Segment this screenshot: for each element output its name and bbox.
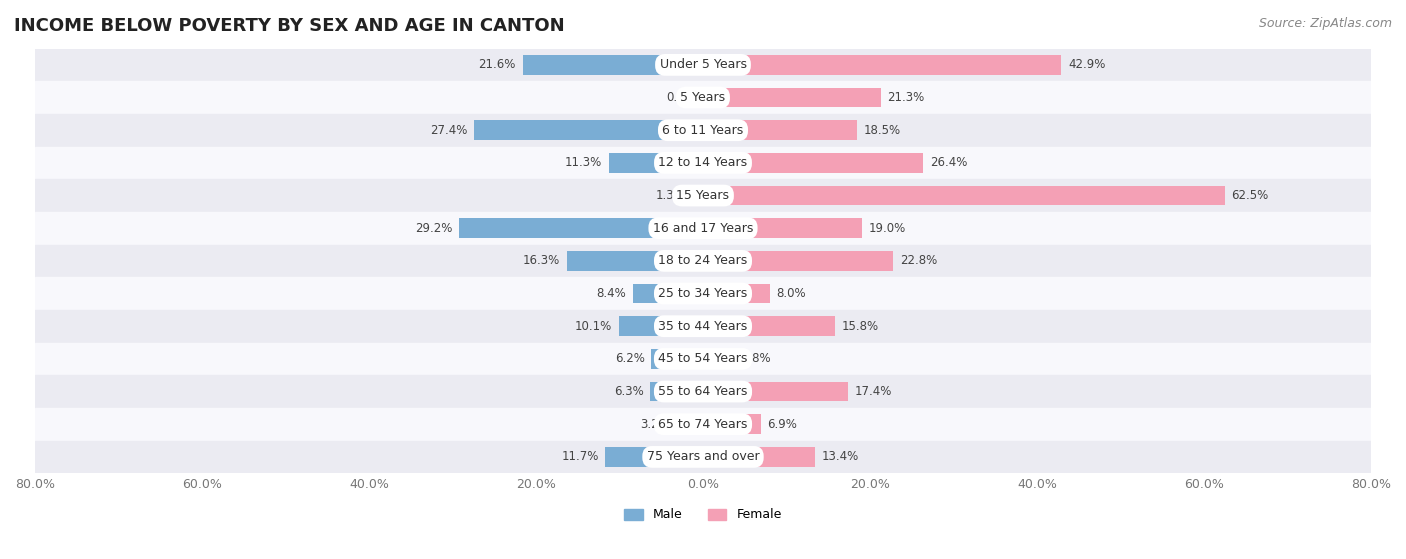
Bar: [35, 81, 1371, 114]
Text: 15 Years: 15 Years: [676, 189, 730, 202]
Bar: [35, 244, 1371, 277]
Bar: [703, 120, 858, 140]
Text: 18 to 24 Years: 18 to 24 Years: [658, 254, 748, 267]
Bar: [703, 186, 1225, 205]
Bar: [619, 316, 703, 336]
Bar: [703, 349, 735, 369]
Text: 55 to 64 Years: 55 to 64 Years: [658, 385, 748, 398]
Text: 10.1%: 10.1%: [575, 320, 612, 333]
Bar: [35, 310, 1371, 343]
Bar: [35, 212, 1371, 244]
Text: 21.3%: 21.3%: [887, 91, 925, 104]
Legend: Male, Female: Male, Female: [619, 504, 787, 527]
Bar: [692, 186, 703, 205]
Bar: [651, 349, 703, 369]
Text: 45 to 54 Years: 45 to 54 Years: [658, 352, 748, 366]
Text: 8.0%: 8.0%: [776, 287, 806, 300]
Text: 62.5%: 62.5%: [1232, 189, 1268, 202]
Text: 8.4%: 8.4%: [596, 287, 626, 300]
Text: 6.9%: 6.9%: [768, 418, 797, 431]
Text: 6.2%: 6.2%: [614, 352, 644, 366]
Bar: [35, 375, 1371, 408]
Text: 3.2%: 3.2%: [640, 418, 669, 431]
Text: 16.3%: 16.3%: [523, 254, 560, 267]
Bar: [703, 251, 893, 271]
Bar: [703, 284, 770, 304]
Bar: [703, 219, 862, 238]
Bar: [35, 49, 1371, 81]
Bar: [703, 153, 924, 173]
Text: 75 Years and over: 75 Years and over: [647, 451, 759, 463]
Text: 19.0%: 19.0%: [869, 222, 905, 235]
Text: 12 to 14 Years: 12 to 14 Years: [658, 157, 748, 169]
Bar: [460, 219, 703, 238]
Bar: [609, 153, 703, 173]
Text: 17.4%: 17.4%: [855, 385, 893, 398]
Text: Under 5 Years: Under 5 Years: [659, 58, 747, 72]
Bar: [703, 316, 835, 336]
Text: 18.5%: 18.5%: [865, 124, 901, 137]
Bar: [703, 382, 848, 401]
Bar: [606, 447, 703, 467]
Text: 6.3%: 6.3%: [614, 385, 644, 398]
Bar: [651, 382, 703, 401]
Text: 26.4%: 26.4%: [931, 157, 967, 169]
Text: 11.3%: 11.3%: [565, 157, 602, 169]
Text: 29.2%: 29.2%: [415, 222, 453, 235]
Text: 6 to 11 Years: 6 to 11 Years: [662, 124, 744, 137]
Bar: [35, 343, 1371, 375]
Bar: [35, 179, 1371, 212]
Bar: [35, 408, 1371, 440]
Text: 27.4%: 27.4%: [430, 124, 468, 137]
Text: 5 Years: 5 Years: [681, 91, 725, 104]
Text: 65 to 74 Years: 65 to 74 Years: [658, 418, 748, 431]
Bar: [703, 55, 1062, 75]
Bar: [35, 146, 1371, 179]
Bar: [703, 414, 761, 434]
Bar: [35, 277, 1371, 310]
Bar: [703, 447, 815, 467]
Bar: [523, 55, 703, 75]
Bar: [35, 114, 1371, 146]
Bar: [703, 88, 880, 107]
Text: 1.3%: 1.3%: [655, 189, 686, 202]
Text: 21.6%: 21.6%: [478, 58, 516, 72]
Bar: [567, 251, 703, 271]
Bar: [35, 440, 1371, 473]
Text: 11.7%: 11.7%: [561, 451, 599, 463]
Text: 15.8%: 15.8%: [842, 320, 879, 333]
Bar: [633, 284, 703, 304]
Text: 25 to 34 Years: 25 to 34 Years: [658, 287, 748, 300]
Text: 3.8%: 3.8%: [741, 352, 770, 366]
Text: 16 and 17 Years: 16 and 17 Years: [652, 222, 754, 235]
Bar: [474, 120, 703, 140]
Text: 42.9%: 42.9%: [1069, 58, 1105, 72]
Text: 0.0%: 0.0%: [666, 91, 696, 104]
Bar: [676, 414, 703, 434]
Text: Source: ZipAtlas.com: Source: ZipAtlas.com: [1258, 17, 1392, 30]
Text: 13.4%: 13.4%: [821, 451, 859, 463]
Text: INCOME BELOW POVERTY BY SEX AND AGE IN CANTON: INCOME BELOW POVERTY BY SEX AND AGE IN C…: [14, 17, 565, 35]
Text: 22.8%: 22.8%: [900, 254, 938, 267]
Text: 35 to 44 Years: 35 to 44 Years: [658, 320, 748, 333]
